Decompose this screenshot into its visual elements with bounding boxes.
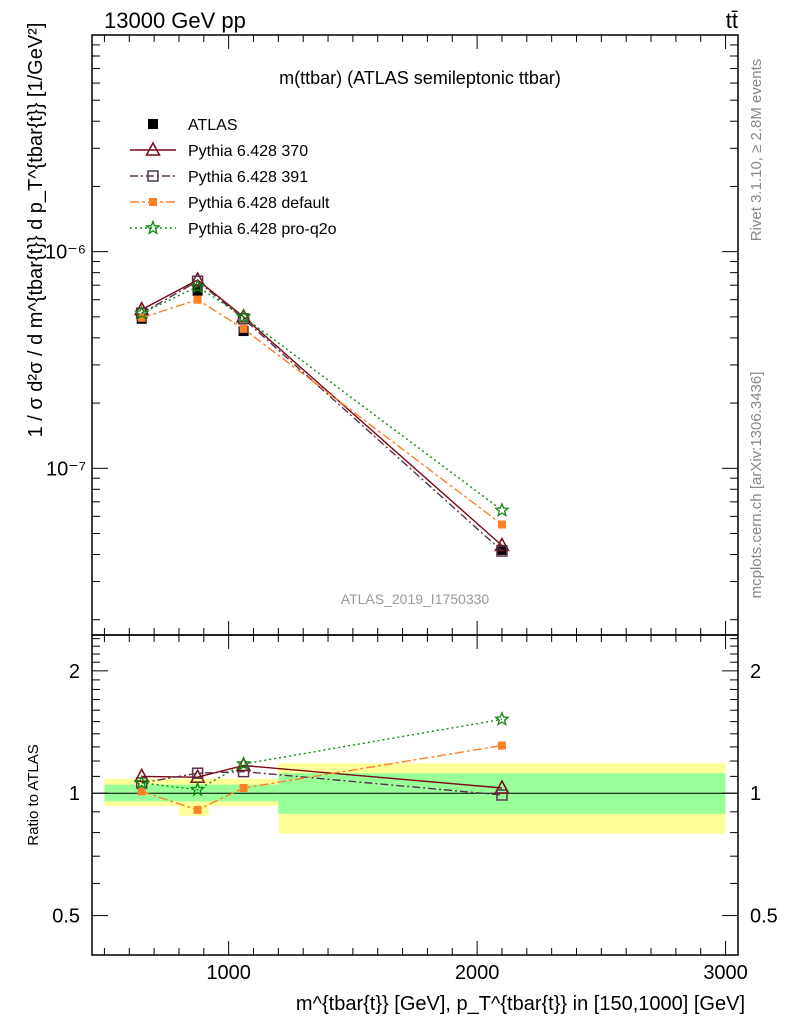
y-tick-label: 10⁻⁶ [45, 242, 86, 264]
ratio-y-tick-label-right: 1 [750, 783, 761, 805]
ratio-point-pq2o [494, 711, 510, 726]
ratio-y-tick-label-right: 0.5 [750, 906, 778, 928]
ratio-point-pdefault [193, 805, 202, 814]
ratio-curve-p391 [141, 770, 503, 796]
x-tick-label: 1000 [206, 962, 251, 984]
main-curves [133, 271, 510, 557]
legend-marker-atlas [148, 119, 158, 129]
curve-pq2o [141, 285, 503, 511]
point-pdefault [193, 295, 202, 304]
point-atlas [192, 285, 203, 296]
point-p391 [237, 313, 250, 325]
legend-label-pdefault: Pythia 6.428 default [188, 195, 330, 212]
curve-pdefault [141, 298, 503, 526]
ratio-point-p391 [496, 789, 508, 801]
ratio-curve-pq2o [141, 718, 503, 791]
ratio-y-tick-label: 2 [69, 661, 80, 683]
header-right: tt̄ [726, 8, 738, 33]
ratio-point-pq2o [189, 781, 206, 797]
watermark: ATLAS_2019_I1750330 [341, 591, 490, 607]
point-pq2o [133, 304, 150, 320]
legend-marker-pq2o [145, 219, 161, 235]
point-pq2o [235, 308, 252, 324]
mcplots-label: mcplots.cern.ch [arXiv:1306.3436] [748, 372, 765, 599]
legend-marker-p370 [145, 141, 161, 156]
curve-p391 [141, 280, 503, 552]
ratio-ticks: 0.5 0.5 1 1 2 2 1000 2000 3000 [52, 635, 778, 984]
point-pq2o [189, 278, 206, 294]
legend: ATLAS Pythia 6.428 370 Pythia 6.428 391 Pyt… [130, 117, 337, 238]
ratio-y-tick-label-right: 2 [750, 661, 761, 683]
ratio-plot: 0.5 0.5 1 1 2 2 1000 2000 3000 Ratio to ATLAS m^… [25, 634, 778, 1015]
ratio-point-p370 [133, 767, 150, 783]
ratio-curve-pdefault [141, 744, 503, 811]
ratio-point-p391 [191, 767, 204, 779]
ratio-ylabel: Ratio to ATLAS [25, 744, 42, 845]
point-pq2o [494, 502, 510, 517]
legend-label-p391: Pythia 6.428 391 [188, 169, 308, 186]
main-ylabel: 1 / σ d²σ / d m^{tbar{t}} d p_T^{tbar{t}… [25, 23, 47, 438]
point-p391 [496, 545, 508, 557]
ratio-point-pdefault [137, 787, 146, 796]
legend-label-p370: Pythia 6.428 370 [188, 143, 308, 160]
ratio-y-tick-label: 1 [69, 783, 80, 805]
x-tick-label: 2000 [455, 962, 500, 984]
ratio-curves [133, 711, 510, 814]
legend-marker-pdefault [149, 198, 157, 206]
point-p370 [189, 271, 206, 286]
main-title: m(ttbar) (ATLAS semileptonic ttbar) [279, 68, 561, 88]
header-left: 13000 GeV pp [104, 8, 246, 33]
legend-marker-p391 [147, 170, 159, 182]
ratio-point-pdefault [497, 741, 506, 750]
ratio-point-pdefault [239, 783, 248, 792]
rivet-label: Rivet 3.1.10, ≥ 2.8M events [748, 59, 765, 242]
legend-label-atlas: ATLAS [188, 117, 238, 134]
ratio-point-p370 [494, 779, 510, 794]
curve-p370 [141, 279, 503, 547]
main-ticks: 10⁻⁷ 10⁻⁶ [45, 34, 738, 635]
point-pdefault [239, 324, 248, 333]
x-tick-label: 3000 [703, 962, 748, 984]
x-axis-label: m^{tbar{t}} [GeV], p_T^{tbar{t}} in [150… [296, 993, 745, 1015]
main-plot: 10⁻⁷ 10⁻⁶ m(ttbar) (ATLAS semileptonic tt… [25, 23, 739, 636]
ratio-frame [91, 634, 739, 956]
ratio-point-pq2o [235, 755, 252, 771]
y-tick-label: 10⁻⁷ [46, 458, 86, 480]
point-pdefault [137, 313, 146, 322]
point-pdefault [497, 520, 506, 529]
legend-label-pq2o: Pythia 6.428 pro-q2o [188, 221, 337, 238]
ratio-point-pq2o [133, 774, 150, 790]
ratio-curve-p370 [141, 764, 503, 789]
ratio-bands [92, 763, 738, 834]
ratio-y-tick-label: 0.5 [52, 906, 80, 928]
